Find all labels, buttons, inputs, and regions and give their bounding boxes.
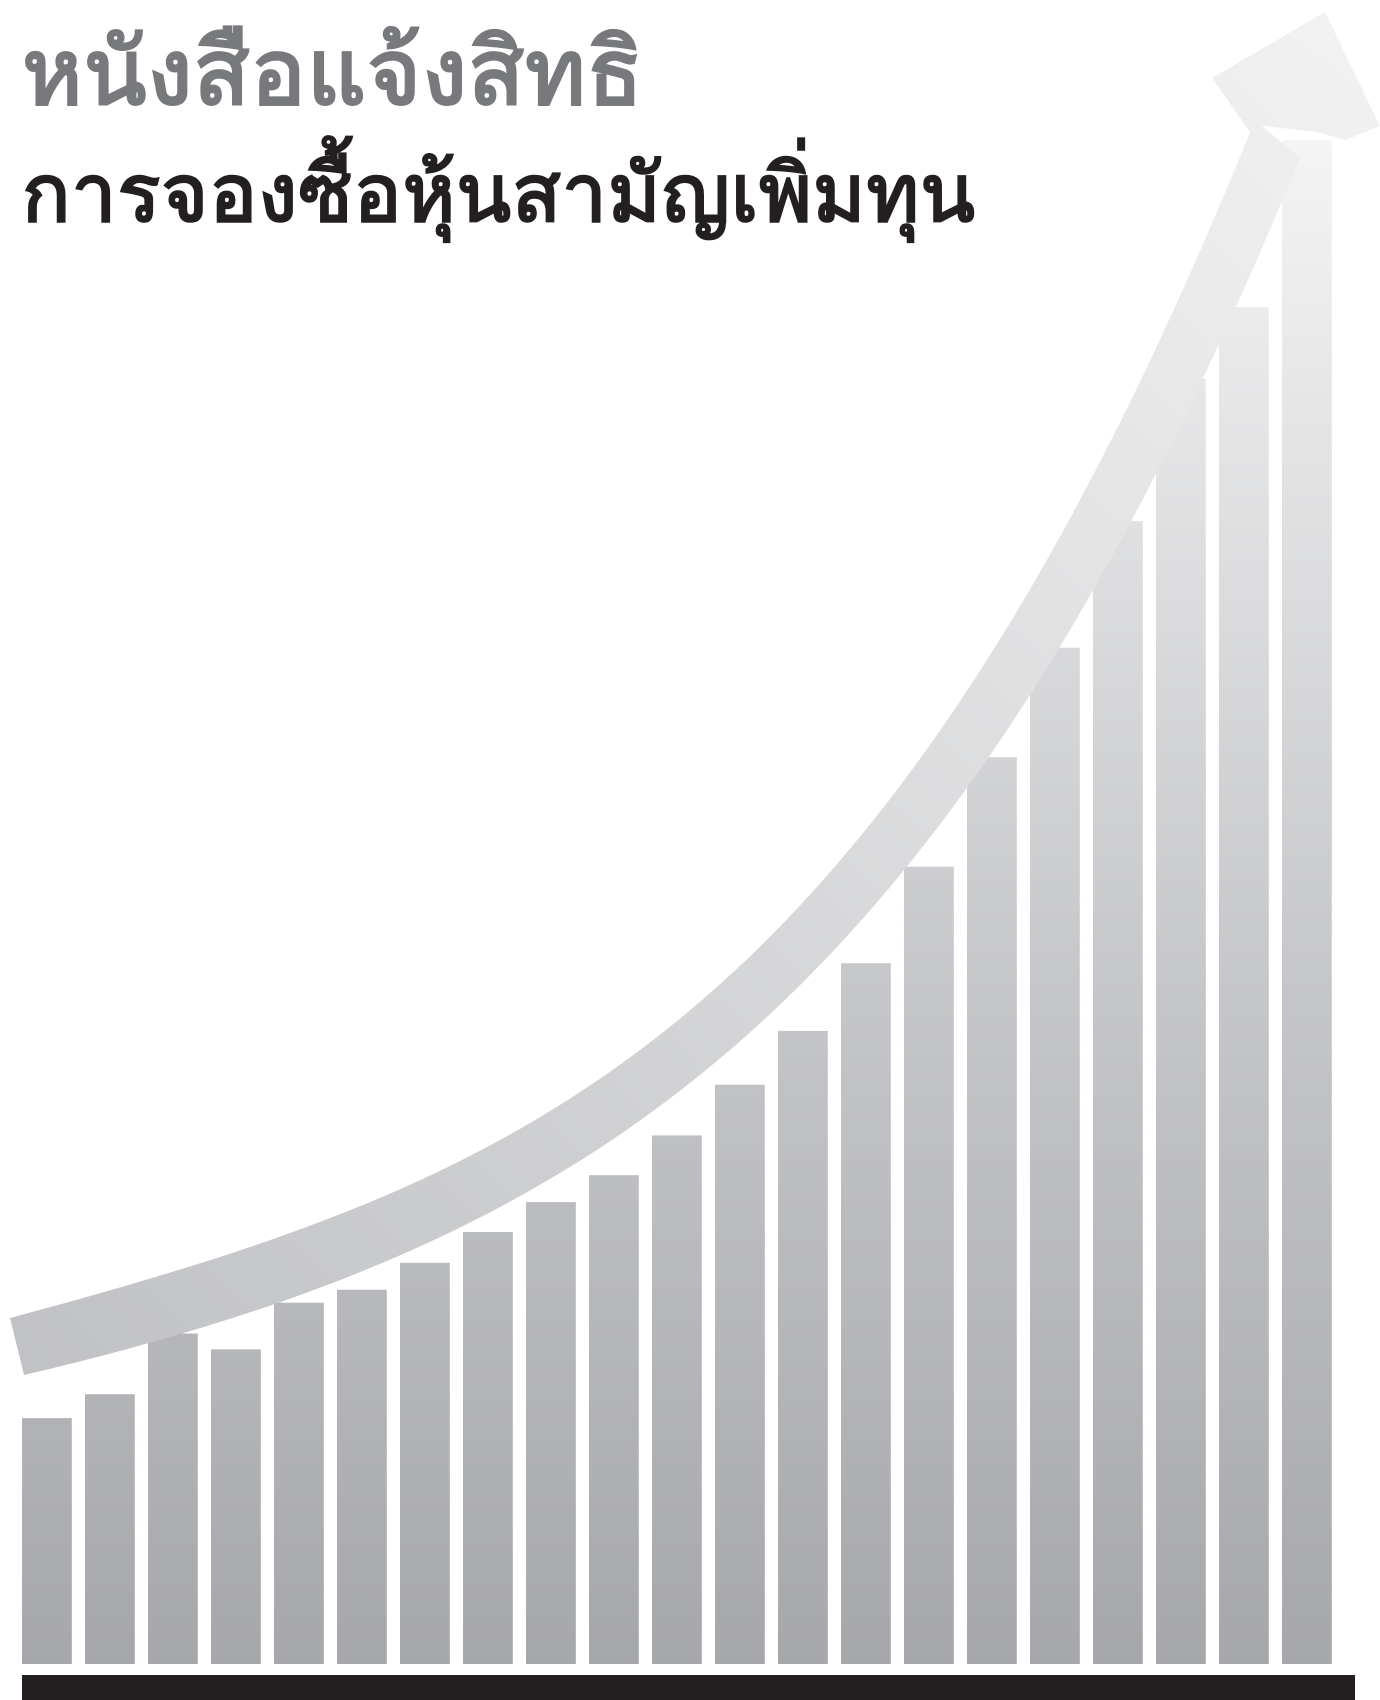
bar-7 (400, 1262, 450, 1664)
bar-series (22, 140, 1332, 1665)
bar-19 (1156, 378, 1206, 1664)
bar-13 (778, 1030, 828, 1664)
trend-arrow-head (1212, 12, 1380, 140)
bar-11 (652, 1135, 702, 1664)
bar-4 (211, 1349, 261, 1664)
bar-10 (589, 1175, 639, 1664)
bar-6 (337, 1289, 387, 1664)
bar-18 (1093, 521, 1143, 1665)
document-subtitle: การจองซื้อหุ้นสามัญเพิ่มทุน (22, 147, 976, 241)
bar-16 (967, 757, 1017, 1664)
bar-8 (463, 1232, 513, 1664)
bar-5 (274, 1302, 324, 1664)
bar-20 (1219, 307, 1269, 1665)
bar-3 (148, 1333, 198, 1664)
bar-17 (1030, 647, 1080, 1664)
title-block: หนังสือแจ้งสิทธิ การจองซื้อหุ้นสามัญเพิ่… (22, 18, 976, 242)
bar-1 (22, 1418, 72, 1664)
bar-21 (1282, 140, 1332, 1664)
bar-14 (841, 963, 891, 1664)
bar-12 (715, 1084, 765, 1664)
bar-2 (85, 1394, 135, 1664)
bar-15 (904, 866, 954, 1664)
baseline-bar (22, 1675, 1355, 1700)
document-title: หนังสือแจ้งสิทธิ (22, 19, 644, 126)
bar-9 (526, 1202, 576, 1664)
